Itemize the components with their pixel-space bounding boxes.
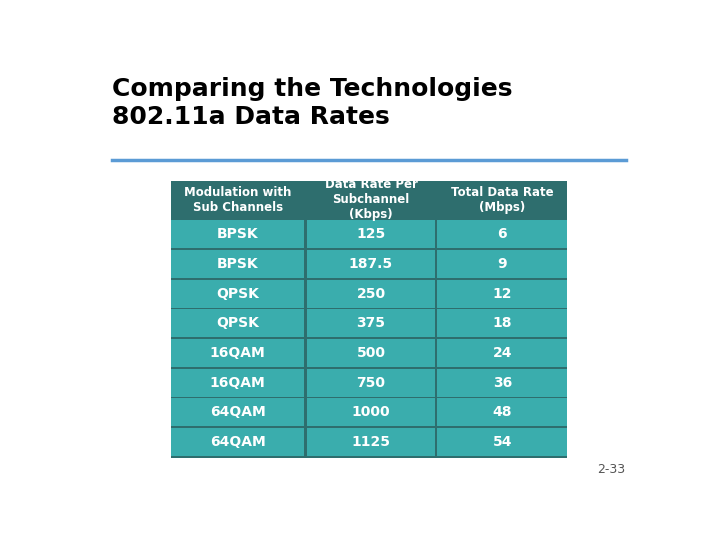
FancyBboxPatch shape [171, 309, 305, 338]
Text: 1000: 1000 [351, 406, 390, 420]
FancyBboxPatch shape [438, 399, 567, 427]
FancyBboxPatch shape [438, 339, 567, 367]
Text: Modulation with
Sub Channels: Modulation with Sub Channels [184, 186, 292, 214]
Text: 500: 500 [356, 346, 385, 360]
FancyBboxPatch shape [171, 280, 305, 308]
FancyBboxPatch shape [438, 309, 567, 338]
FancyBboxPatch shape [171, 181, 567, 458]
Text: 54: 54 [492, 435, 512, 449]
FancyBboxPatch shape [307, 220, 435, 248]
Text: 16QAM: 16QAM [210, 376, 266, 390]
FancyBboxPatch shape [171, 220, 305, 248]
Text: 6: 6 [498, 227, 507, 241]
FancyBboxPatch shape [171, 399, 305, 427]
FancyBboxPatch shape [171, 339, 305, 367]
Text: 125: 125 [356, 227, 386, 241]
Text: 24: 24 [492, 346, 512, 360]
Text: 64QAM: 64QAM [210, 435, 266, 449]
Text: 36: 36 [492, 376, 512, 390]
Text: BPSK: BPSK [217, 227, 258, 241]
Text: Comparing the Technologies
802.11a Data Rates: Comparing the Technologies 802.11a Data … [112, 77, 513, 129]
FancyBboxPatch shape [438, 220, 567, 248]
Text: 18: 18 [492, 316, 512, 330]
Text: BPSK: BPSK [217, 257, 258, 271]
Text: QPSK: QPSK [216, 287, 259, 301]
FancyBboxPatch shape [307, 369, 435, 397]
FancyBboxPatch shape [171, 181, 305, 219]
FancyBboxPatch shape [438, 280, 567, 308]
Text: 187.5: 187.5 [349, 257, 393, 271]
Text: Total Data Rate
(Mbps): Total Data Rate (Mbps) [451, 186, 554, 214]
FancyBboxPatch shape [438, 181, 567, 219]
Text: 1125: 1125 [351, 435, 390, 449]
FancyBboxPatch shape [171, 250, 305, 278]
Text: 64QAM: 64QAM [210, 406, 266, 420]
Text: 250: 250 [356, 287, 385, 301]
FancyBboxPatch shape [307, 250, 435, 278]
FancyBboxPatch shape [307, 399, 435, 427]
Text: 48: 48 [492, 406, 512, 420]
Text: 12: 12 [492, 287, 512, 301]
Text: 375: 375 [356, 316, 385, 330]
FancyBboxPatch shape [307, 181, 435, 219]
FancyBboxPatch shape [307, 339, 435, 367]
FancyBboxPatch shape [171, 428, 305, 456]
Text: QPSK: QPSK [216, 316, 259, 330]
FancyBboxPatch shape [438, 369, 567, 397]
FancyBboxPatch shape [307, 309, 435, 338]
FancyBboxPatch shape [438, 250, 567, 278]
Text: 750: 750 [356, 376, 385, 390]
FancyBboxPatch shape [171, 369, 305, 397]
Text: 9: 9 [498, 257, 507, 271]
Text: Data Rate Per
Subchannel
(Kbps): Data Rate Per Subchannel (Kbps) [325, 178, 418, 221]
FancyBboxPatch shape [307, 280, 435, 308]
Text: 2-33: 2-33 [598, 463, 626, 476]
FancyBboxPatch shape [438, 428, 567, 456]
FancyBboxPatch shape [307, 428, 435, 456]
Text: 16QAM: 16QAM [210, 346, 266, 360]
